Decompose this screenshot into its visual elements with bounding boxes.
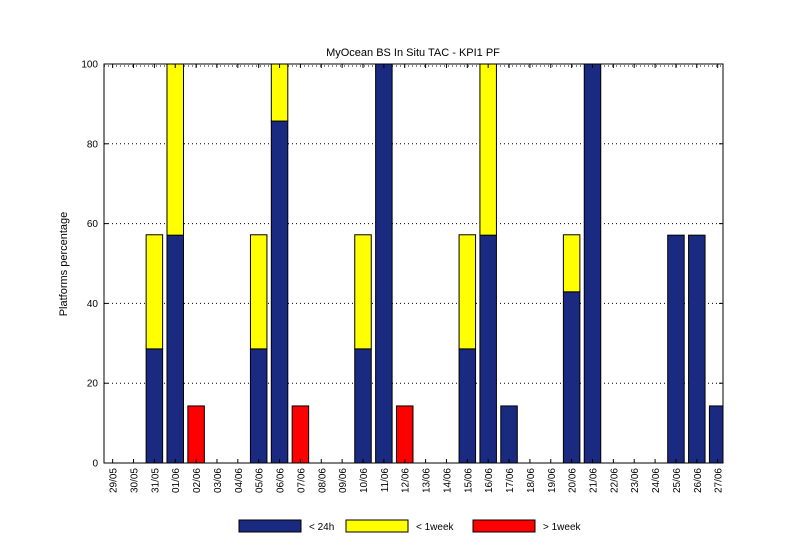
- x-tick-label: 26/06: [693, 468, 704, 493]
- x-tick-label: 18/06: [526, 468, 537, 493]
- bar-segment: [395, 405, 414, 464]
- chart-title: MyOcean BS In Situ TAC - KPI1 PF: [326, 47, 500, 59]
- bars: [145, 63, 724, 464]
- x-tick-label: 14/06: [442, 468, 453, 493]
- bar-segment: [583, 63, 602, 464]
- bar-segment: [479, 63, 497, 236]
- y-axis-label: Platforms percentage: [58, 212, 70, 317]
- x-tick-label: 09/06: [338, 468, 349, 493]
- bar-segment: [187, 405, 205, 464]
- bar-segment: [708, 405, 724, 464]
- x-tick-label: 11/06: [380, 468, 391, 493]
- x-tick-label: 29/05: [109, 468, 120, 493]
- x-tick-label: 05/06: [255, 468, 266, 493]
- bar-segment: [270, 120, 289, 464]
- x-tick-label: 02/06: [192, 468, 203, 493]
- y-tick-label: 0: [92, 459, 98, 470]
- x-tick-label: 15/06: [463, 468, 474, 493]
- bar-segment: [562, 291, 581, 464]
- x-tick-label: 01/06: [171, 468, 182, 493]
- x-tick-label: 23/06: [630, 468, 641, 493]
- y-tick-label: 20: [87, 379, 99, 390]
- x-tick-label: 25/06: [672, 468, 683, 493]
- bar-segment: [270, 63, 289, 122]
- x-tick-label: 30/05: [130, 468, 141, 493]
- legend-swatch: [345, 519, 409, 533]
- legend-swatch: [472, 519, 536, 533]
- bar-segment: [562, 234, 581, 293]
- bar-segment: [145, 234, 164, 350]
- bar-segment: [667, 234, 685, 464]
- y-ticks: 0 20 40 60 80 100: [81, 60, 723, 470]
- bar-segment: [375, 63, 393, 464]
- plot-frame: [103, 63, 724, 464]
- y-tick-label: 100: [81, 60, 98, 71]
- x-tick-label: 20/06: [568, 468, 579, 493]
- x-tick-label: 03/06: [213, 468, 224, 493]
- bar-segment: [354, 348, 372, 464]
- bar-segment: [291, 405, 310, 464]
- bar-segment: [166, 234, 184, 464]
- x-tick-label: 07/06: [296, 468, 307, 493]
- x-tick-label: 17/06: [505, 468, 516, 493]
- x-tick-label: 21/06: [588, 468, 599, 493]
- x-tick-label: 31/05: [150, 468, 161, 493]
- x-tick-label: 08/06: [317, 468, 328, 493]
- x-tick-label: 04/06: [234, 468, 245, 493]
- bar-segment: [458, 348, 477, 464]
- bar-segment: [354, 234, 372, 350]
- x-tick-label: 16/06: [484, 468, 495, 493]
- bar-segment: [500, 405, 518, 464]
- legend-swatch: [238, 519, 302, 533]
- legend-label: > 1week: [543, 522, 582, 533]
- bar-segment: [249, 234, 268, 350]
- bar-segment: [688, 234, 706, 464]
- x-tick-label: 24/06: [651, 468, 662, 493]
- y-tick-label: 60: [87, 219, 99, 230]
- x-ticks: 29/05 30/05 31/05 01/06 02/06 03/06 04/06 05/06…: [109, 64, 725, 493]
- bar-segment: [249, 348, 268, 464]
- bar-segment: [166, 63, 184, 236]
- legend: < 24h < 1week > 1week: [238, 519, 582, 533]
- x-tick-label: 10/06: [359, 468, 370, 493]
- x-tick-label: 19/06: [547, 468, 558, 493]
- y-tick-label: 80: [87, 139, 99, 150]
- y-tick-label: 40: [87, 299, 99, 310]
- bar-segment: [145, 348, 164, 464]
- grid-lines: [104, 65, 723, 384]
- x-tick-label: 27/06: [714, 468, 725, 493]
- x-tick-label: 06/06: [276, 468, 287, 493]
- bar-segment: [458, 234, 477, 350]
- bar-segment: [479, 234, 497, 464]
- x-tick-label: 22/06: [609, 468, 620, 493]
- x-tick-label: 13/06: [422, 468, 433, 493]
- legend-label: < 24h: [309, 522, 334, 533]
- legend-label: < 1week: [416, 522, 455, 533]
- x-tick-label: 12/06: [401, 468, 412, 493]
